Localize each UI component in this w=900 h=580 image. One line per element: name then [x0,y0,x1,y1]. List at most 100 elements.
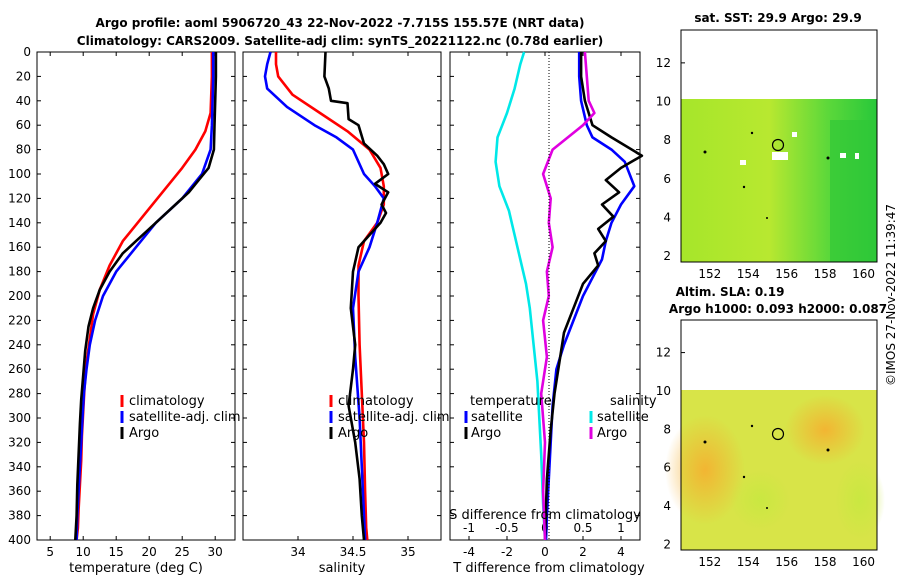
legend-label-argo: Argo [338,426,368,441]
map-y-tick-label: 4 [663,499,671,513]
sst-map-title: sat. SST: 29.9 Argo: 29.9 [694,11,861,25]
legend-title-temperature: temperature [470,394,552,409]
sla-low-region [835,460,885,540]
map-y-tick-label: 4 [663,211,671,225]
map-y-tick-label: 12 [656,346,671,360]
y-tick-label: 200 [8,289,31,303]
island-marker [742,475,746,479]
island-marker [750,424,754,428]
sla-map-title: Altim. SLA: 0.19 [676,285,785,299]
x-tick-label: 15 [109,545,124,559]
salinity-xlabel: salinity [319,561,366,576]
legend-label-sat: satellite-adj. clim [129,410,241,425]
legend-label-clim: climatology [338,394,414,409]
y-tick-label: 40 [16,94,31,108]
x2-tick-label: 0.5 [573,521,592,535]
y-tick-label: 60 [16,118,31,132]
x-tick-label: 2 [579,545,587,559]
map-y-tick-label: 10 [656,384,671,398]
x-tick-label: 34.5 [340,545,367,559]
legend-label-s-argo: Argo [597,426,627,441]
map-x-tick-label: 154 [737,267,760,281]
argo-position-marker [771,138,785,152]
sla-map-axes [680,319,878,551]
temperature-legend: climatology satellite-adj. clim Argo [120,394,241,441]
island-marker [826,448,830,452]
map-x-tick-label: 156 [775,555,798,569]
map-x-tick-label: 160 [852,267,875,281]
map-x-tick-label: 152 [698,267,721,281]
difference-xlabel: T difference from climatology [452,561,645,576]
map-y-tick-label: 2 [663,537,671,551]
island-marker [766,507,768,509]
x2-tick-label: -1 [463,521,475,535]
y-tick-label: 80 [16,143,31,157]
sst-cloud-gap [772,152,788,160]
map-x-tick-label: 156 [775,267,798,281]
sst-cloud-gap [840,153,846,158]
salinity-legend: climatology satellite-adj. clim Argo [329,394,450,441]
y-tick-label: 400 [8,533,31,547]
header-line-1: Argo profile: aoml 5906720_43 22-Nov-202… [96,16,585,31]
map-y-tick-label: 8 [663,422,671,436]
x2-tick-label: 1 [617,521,625,535]
salinity-axes [242,51,442,541]
y-tick-label: 300 [8,411,31,425]
series-satellite-adj-clim [263,51,386,541]
sst-map [681,99,877,262]
legend-label-t-sat: satellite [471,410,523,425]
header-line-2: Climatology: CARS2009. Satellite-adj cli… [77,34,603,49]
series-argo [323,51,390,541]
island-marker [703,440,707,444]
y-tick-label: 20 [16,69,31,83]
y-tick-label: 320 [8,435,31,449]
series-t-satellite [544,52,636,541]
timestamp-stamp: ©IMOS 27-Nov-2022 11:39:47 [884,204,898,386]
series-layer [74,51,644,541]
island-marker [826,156,830,160]
tick-layer: 5 10 15 20 25 3002040608010012014016018020022… [8,45,875,569]
sst-cloud-gap [855,153,859,159]
map-x-tick-label: 154 [737,555,760,569]
island-marker [766,217,768,219]
argo-position-marker [771,427,785,441]
difference-x2label: S difference from climatology [449,508,641,523]
sst-field-patch [830,120,877,262]
x-tick-label: 30 [208,545,223,559]
x-tick-label: 10 [76,545,91,559]
y-tick-label: 180 [8,265,31,279]
island-marker [742,185,746,189]
series-s-argo [539,51,596,541]
map-y-tick-label: 6 [663,172,671,186]
series-argo [74,52,218,541]
map-x-tick-label: 158 [814,555,837,569]
temperature-xlabel: temperature (deg C) [69,561,203,576]
y-tick-label: 380 [8,509,31,523]
y-tick-label: 140 [8,216,31,230]
x-tick-label: 35 [400,545,415,559]
series-t-argo [543,52,644,541]
map-x-tick-label: 152 [698,555,721,569]
x2-tick-label: -0.5 [495,521,518,535]
legend-label-sat: satellite-adj. clim [338,410,450,425]
map-x-tick-label: 158 [814,267,837,281]
y-tick-label: 220 [8,313,31,327]
y-tick-label: 360 [8,484,31,498]
legend-label-clim: climatology [129,394,205,409]
map-y-tick-label: 12 [656,56,671,70]
x-tick-label: -4 [463,545,475,559]
island-marker [703,150,707,154]
difference-legend-temperature: temperature satellite Argo [464,394,552,441]
island-marker [750,131,754,135]
map-y-tick-label: 8 [663,133,671,147]
series-s-satellite [494,51,547,541]
y-tick-label: 120 [8,191,31,205]
x-tick-label: 5 [46,545,54,559]
sla-high-region [785,395,865,465]
map-y-tick-label: 10 [656,95,671,109]
sst-cloud-gap [740,160,746,165]
y-tick-label: 160 [8,240,31,254]
x-tick-label: 20 [142,545,157,559]
sst-map-axes [680,29,878,263]
